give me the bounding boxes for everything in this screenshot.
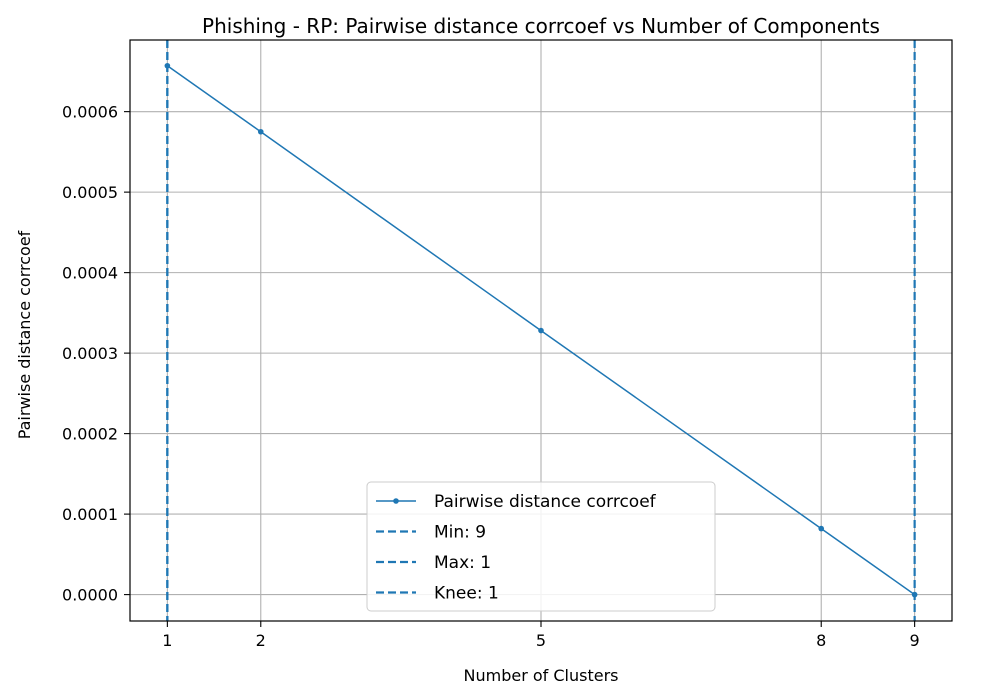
y-tick-label: 0.0006 (62, 103, 118, 122)
legend-label: Max: 1 (434, 553, 491, 573)
data-point (257, 128, 264, 135)
y-tick-label: 0.0004 (62, 264, 118, 283)
y-tick-label: 0.0002 (62, 425, 118, 444)
x-axis-label: Number of Clusters (464, 666, 619, 685)
y-tick-label: 0.0001 (62, 505, 118, 524)
data-point (818, 525, 825, 532)
y-axis-ticks: 0.0000 0.0001 0.0002 0.0003 0.0004 0.0005 0.00… (62, 103, 130, 605)
legend-box (366, 481, 716, 612)
legend-label: Knee: 1 (434, 584, 499, 604)
chart-title: Phishing - RP: Pairwise distance corrcoe… (202, 14, 880, 38)
x-tick-label: 8 (816, 631, 826, 650)
y-tick-label: 0.0005 (62, 183, 118, 202)
data-point (911, 591, 918, 598)
x-tick-label: 2 (256, 631, 266, 650)
legend: Pairwise distance corrcoef Min: 9 Max: 1 Kn… (366, 481, 716, 612)
reference-lines (166, 40, 916, 621)
x-tick-label: 9 (910, 631, 920, 650)
data-point (164, 62, 171, 69)
y-tick-label: 0.0000 (62, 586, 118, 605)
y-axis-label: Pairwise distance corrcoef (15, 230, 34, 439)
data-point (538, 327, 544, 334)
x-axis-ticks: 1 2 5 8 9 (162, 621, 920, 650)
legend-marker (393, 498, 399, 504)
legend-label: Min: 9 (434, 523, 486, 543)
series (164, 62, 918, 598)
x-tick-label: 1 (162, 631, 172, 650)
legend-label: Pairwise distance corrcoef (434, 492, 657, 512)
y-tick-label: 0.0003 (62, 344, 118, 363)
x-tick-label: 5 (536, 631, 546, 650)
